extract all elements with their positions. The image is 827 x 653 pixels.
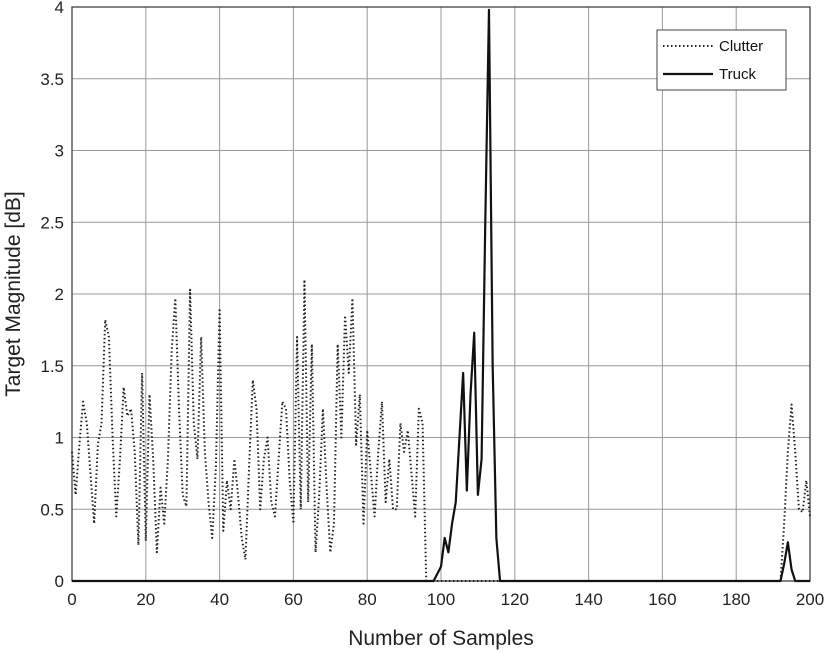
y-tick-label: 2.5 <box>40 213 64 232</box>
y-tick-label: 0 <box>55 572 64 591</box>
y-tick-label: 3 <box>55 142 64 161</box>
x-tick-label: 180 <box>722 590 750 609</box>
y-tick-label: 4 <box>55 0 64 17</box>
x-axis-ticks: 0 20 40 60 80 100 120 140 160 180 200 <box>67 590 824 609</box>
x-axis-title: Number of Samples <box>348 627 534 650</box>
y-tick-label: 3.5 <box>40 70 64 89</box>
y-axis-ticks: 0 0.5 1 1.5 2 2.5 3 3.5 4 <box>40 0 64 591</box>
x-tick-label: 80 <box>358 590 377 609</box>
y-tick-label: 2 <box>55 285 64 304</box>
x-tick-label: 100 <box>427 590 455 609</box>
x-tick-label: 200 <box>796 590 824 609</box>
y-tick-label: 0.5 <box>40 500 64 519</box>
x-tick-label: 60 <box>284 590 303 609</box>
series-line-truck <box>72 8 810 583</box>
x-tick-label: 40 <box>210 590 229 609</box>
y-tick-label: 1 <box>55 429 64 448</box>
y-axis-title: Target Magnitude [dB] <box>2 191 25 396</box>
x-tick-label: 20 <box>136 590 155 609</box>
x-tick-label: 140 <box>574 590 602 609</box>
legend: Clutter Truck <box>656 29 787 91</box>
y-tick-label: 1.5 <box>40 357 64 376</box>
x-tick-label: 160 <box>648 590 676 609</box>
x-tick-label: 0 <box>67 590 76 609</box>
legend-label-truck: Truck <box>719 66 756 83</box>
x-tick-label: 120 <box>501 590 529 609</box>
series-layer <box>71 8 811 583</box>
legend-label-clutter: Clutter <box>719 38 763 55</box>
legend-box <box>656 29 787 91</box>
